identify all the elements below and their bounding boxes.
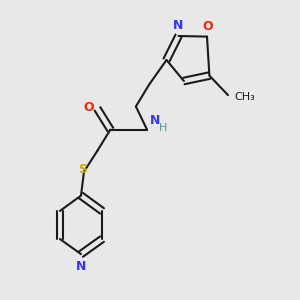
Text: CH₃: CH₃ (235, 92, 255, 102)
Text: O: O (84, 100, 94, 114)
Text: S: S (78, 163, 87, 176)
Text: O: O (202, 20, 213, 33)
Text: H: H (158, 123, 167, 133)
Text: N: N (173, 20, 183, 32)
Text: N: N (150, 114, 160, 127)
Text: N: N (76, 260, 86, 272)
